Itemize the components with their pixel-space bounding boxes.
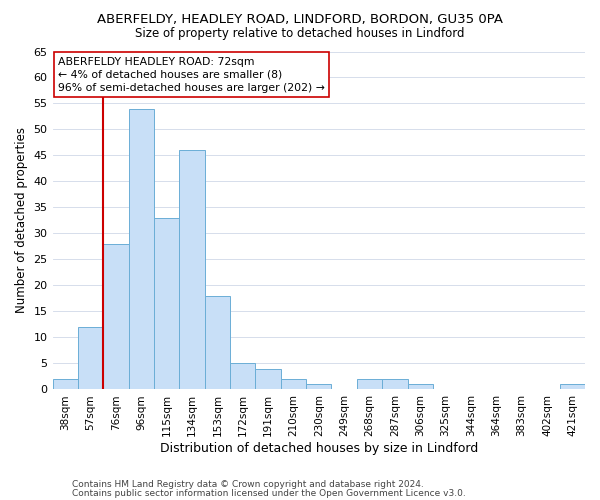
Bar — [357, 379, 382, 390]
X-axis label: Distribution of detached houses by size in Lindford: Distribution of detached houses by size … — [160, 442, 478, 455]
Bar — [128, 108, 154, 390]
Y-axis label: Number of detached properties: Number of detached properties — [15, 128, 28, 314]
Bar — [560, 384, 585, 390]
Text: Size of property relative to detached houses in Lindford: Size of property relative to detached ho… — [135, 28, 465, 40]
Bar — [407, 384, 433, 390]
Bar — [281, 379, 306, 390]
Text: ABERFELDY HEADLEY ROAD: 72sqm
← 4% of detached houses are smaller (8)
96% of sem: ABERFELDY HEADLEY ROAD: 72sqm ← 4% of de… — [58, 56, 325, 93]
Bar — [179, 150, 205, 390]
Bar — [154, 218, 179, 390]
Bar — [382, 379, 407, 390]
Text: Contains public sector information licensed under the Open Government Licence v3: Contains public sector information licen… — [72, 488, 466, 498]
Bar — [103, 244, 128, 390]
Bar — [230, 364, 256, 390]
Bar — [205, 296, 230, 390]
Text: ABERFELDY, HEADLEY ROAD, LINDFORD, BORDON, GU35 0PA: ABERFELDY, HEADLEY ROAD, LINDFORD, BORDO… — [97, 12, 503, 26]
Text: Contains HM Land Registry data © Crown copyright and database right 2024.: Contains HM Land Registry data © Crown c… — [72, 480, 424, 489]
Bar — [53, 379, 78, 390]
Bar — [78, 327, 103, 390]
Bar — [256, 368, 281, 390]
Bar — [306, 384, 331, 390]
